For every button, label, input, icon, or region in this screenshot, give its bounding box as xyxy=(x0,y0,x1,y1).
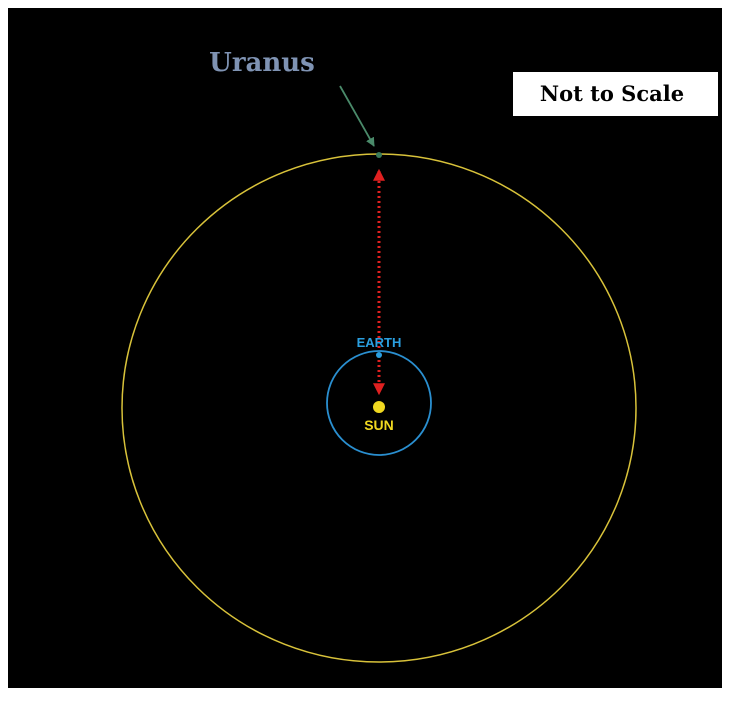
uranus xyxy=(376,152,382,158)
page: Uranus Not to Scale EARTH SUN (() => { c… xyxy=(0,0,729,702)
earth-label: EARTH xyxy=(357,335,402,350)
sun xyxy=(373,401,385,413)
sun-label: SUN xyxy=(364,417,394,433)
diagram: Uranus Not to Scale EARTH SUN xyxy=(0,0,729,702)
uranus-label: Uranus xyxy=(209,48,315,78)
earth xyxy=(376,352,382,358)
note-label: Not to Scale xyxy=(540,81,684,106)
